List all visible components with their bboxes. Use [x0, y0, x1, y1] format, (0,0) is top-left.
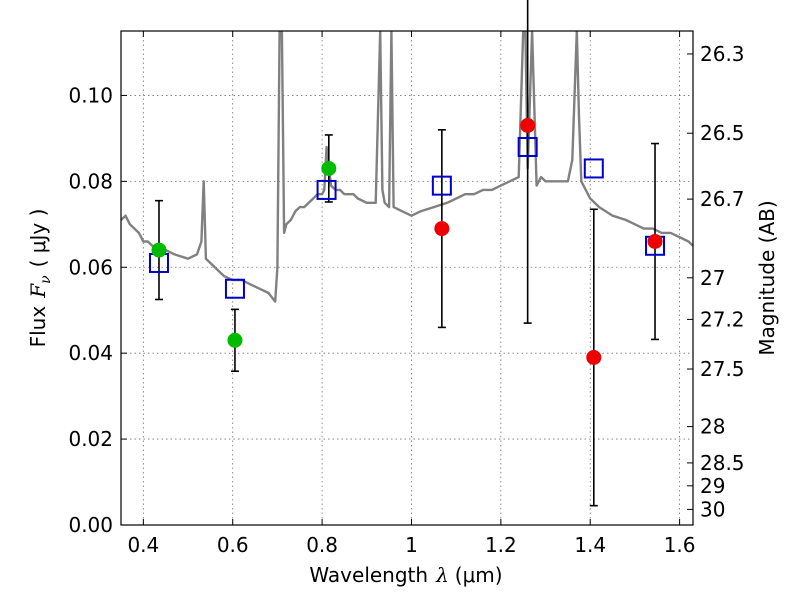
- nir-point: [434, 221, 450, 237]
- y2-tick-label: 26.5: [700, 121, 745, 145]
- nir-point: [647, 233, 663, 249]
- y2-axis-title: Magnitude (AB): [755, 200, 779, 355]
- y-tick-label: 0.04: [68, 341, 113, 365]
- y-tick-label: 0.06: [68, 255, 113, 279]
- y-tick-label: 0.00: [68, 513, 113, 537]
- y-axis-title: FluxFν( μJy ): [26, 209, 54, 348]
- model-point: [517, 136, 538, 157]
- model-point: [583, 158, 604, 179]
- y2-tick-label: 26.7: [700, 187, 745, 211]
- axis-ticks: 0.4 0.6 0.8 1 1.2 1.4 1.6 0.00 0.02 0.04 0.06 0.08 0…: [68, 31, 745, 557]
- x-tick-label: 0.4: [127, 533, 159, 557]
- y2-tick-label: 29: [700, 474, 725, 498]
- x-tick-label: 1.4: [574, 533, 606, 557]
- optical-point: [151, 242, 167, 258]
- model-point: [224, 278, 245, 299]
- data-points: [148, 118, 666, 365]
- nir-point: [520, 118, 536, 134]
- x-axis-title: Wavelength λ (μm): [309, 563, 502, 587]
- grid: [121, 31, 693, 525]
- plot-frame: [120, 30, 694, 526]
- model-point: [316, 179, 337, 200]
- spectrum-layer: [121, 31, 693, 303]
- optical-point: [227, 332, 243, 348]
- y2-tick-label: 30: [700, 497, 725, 521]
- y-tick-label: 0.08: [68, 169, 113, 193]
- x-tick-label: 1.2: [485, 533, 517, 557]
- x-tick-label: 1: [405, 533, 418, 557]
- optical-point: [321, 160, 337, 176]
- error-bars: [154, 0, 660, 507]
- spectrum-line: [121, 31, 693, 303]
- nir-point: [586, 349, 602, 365]
- y2-tick-label: 26.3: [700, 42, 745, 66]
- y2-tick-label: 28.5: [700, 451, 745, 475]
- x-tick-label: 1.6: [664, 533, 696, 557]
- x-tick-label: 0.6: [217, 533, 249, 557]
- model-point: [431, 175, 452, 196]
- y2-tick-label: 27: [700, 266, 725, 290]
- y2-tick-label: 28: [700, 415, 725, 439]
- y-tick-label: 0.02: [68, 427, 113, 451]
- y2-tick-label: 27.2: [700, 307, 745, 331]
- x-tick-label: 0.8: [306, 533, 338, 557]
- y2-tick-label: 27.5: [700, 357, 745, 381]
- y-tick-label: 0.10: [68, 83, 113, 107]
